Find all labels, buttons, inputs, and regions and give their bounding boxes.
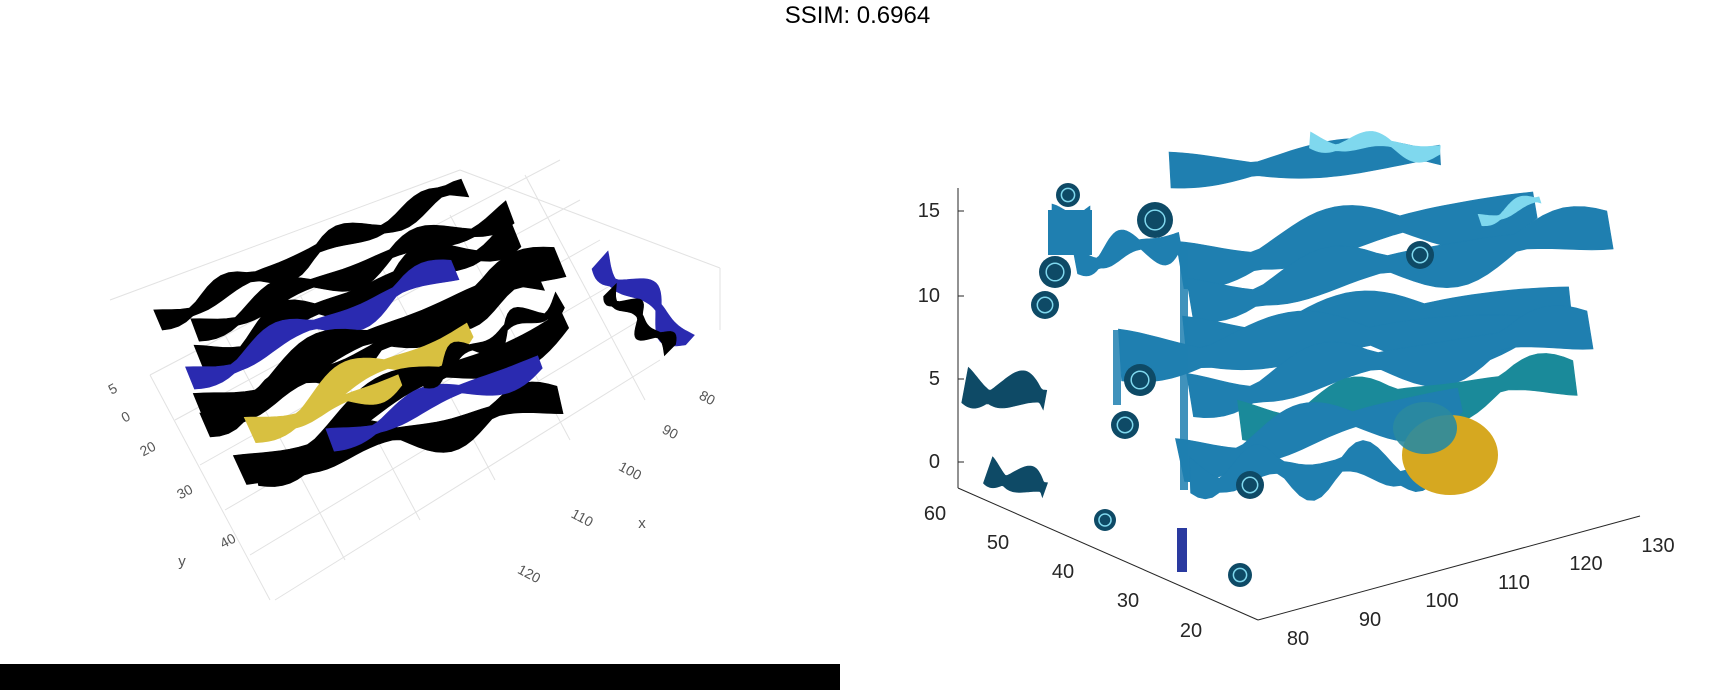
right-z-tick: 15 xyxy=(918,200,940,222)
left-x-tick: 100 xyxy=(616,458,644,483)
left-grid-line xyxy=(224,334,346,561)
right-z-tick: 5 xyxy=(929,368,940,390)
right-coil-ring xyxy=(1411,246,1429,264)
right-panel-sheet xyxy=(1113,330,1121,405)
right-coil-7 xyxy=(1094,509,1116,531)
right-y-tick: 20 xyxy=(1180,620,1202,642)
left-x-tick: 120 xyxy=(515,561,543,586)
right-panel-sheet xyxy=(1048,210,1092,255)
right-y-tick: 30 xyxy=(1117,590,1139,612)
left-ribbon-4 xyxy=(185,259,460,390)
left-ribbons xyxy=(153,178,695,487)
right-y-tick: 60 xyxy=(924,503,946,525)
right-x-tick: 90 xyxy=(1359,609,1381,631)
right-ribbon-12 xyxy=(961,366,1048,411)
right-ribbon-13 xyxy=(983,456,1049,499)
right-ribbon-1 xyxy=(1168,138,1441,189)
right-coil-1 xyxy=(1056,183,1080,207)
right-coil-10 xyxy=(1236,471,1264,499)
figure-title: SSIM: 0.6964 xyxy=(784,2,931,29)
left-ribbon-1 xyxy=(153,178,470,331)
left-ribbon-12 xyxy=(256,374,403,442)
left-x-tick: 80 xyxy=(697,387,718,409)
left-y-tick: 40 xyxy=(217,530,238,552)
left-ribbon-10 xyxy=(325,355,543,452)
right-y-axis xyxy=(957,487,1259,621)
left-ribbon-2 xyxy=(190,200,515,342)
right-y-tick: 50 xyxy=(987,532,1009,554)
right-coil-9 xyxy=(1406,241,1434,269)
right-x-tick: 120 xyxy=(1569,553,1602,575)
left-grid-line xyxy=(149,374,271,601)
left-x-tick: 90 xyxy=(660,421,681,443)
right-x-tick: 80 xyxy=(1287,628,1309,650)
right-coil-3 xyxy=(1039,256,1071,288)
right-x-axis xyxy=(1257,515,1641,621)
right-coil-ring xyxy=(1130,370,1150,390)
right-thin-sheet xyxy=(1177,528,1187,572)
left-ribbon-6 xyxy=(199,269,545,438)
right-coil-ring xyxy=(1098,513,1112,527)
left-y-tick: 30 xyxy=(174,481,195,503)
right-coil-2 xyxy=(1137,202,1173,238)
left-ribbon-9 xyxy=(251,381,564,487)
left-grid-line xyxy=(524,174,646,401)
left-grid-line xyxy=(109,169,461,301)
right-x-tick: 110 xyxy=(1498,572,1530,594)
left-ribbon-14 xyxy=(603,282,677,357)
right-coil-ring xyxy=(1045,262,1065,282)
left-ribbon-13 xyxy=(591,250,695,347)
right-ribbon-14 xyxy=(1309,131,1441,163)
right-coil-8 xyxy=(1228,563,1252,587)
left-y-tick: 20 xyxy=(137,438,158,460)
right-z-tick: 10 xyxy=(918,285,940,307)
right-blob-overlay xyxy=(1393,402,1457,454)
left-grid-line xyxy=(459,169,721,269)
right-ribbon-3 xyxy=(1186,206,1614,323)
right-x-tick: 130 xyxy=(1641,535,1674,557)
left-y-label: y xyxy=(178,553,186,570)
right-coil-5 xyxy=(1124,364,1156,396)
right-ribbon-10 xyxy=(1071,229,1182,277)
left-z-tick: 0 xyxy=(118,408,133,426)
right-coil-ring xyxy=(1241,476,1259,494)
bottom-black-bar xyxy=(0,664,840,690)
right-z-tick: 0 xyxy=(929,451,940,473)
right-axes-lines xyxy=(957,188,1641,621)
right-coil-ring xyxy=(1116,416,1134,434)
right-ribbons xyxy=(961,131,1614,587)
right-coil-ring xyxy=(1060,187,1076,203)
right-ribbon-6 xyxy=(1186,304,1594,419)
right-ribbon-15 xyxy=(1477,195,1542,227)
right-coil-4 xyxy=(1031,291,1059,319)
right-y-tick: 40 xyxy=(1052,561,1074,583)
right-coil-6 xyxy=(1111,411,1139,439)
right-coil-ring xyxy=(1036,296,1054,314)
right-coil-ring xyxy=(1144,209,1166,231)
left-grid-line xyxy=(274,359,661,601)
left-ribbon-11 xyxy=(414,291,565,389)
left-z-tick: 5 xyxy=(105,380,120,398)
right-coil-ring xyxy=(1232,567,1248,583)
right-panel-sheet xyxy=(1180,250,1188,490)
left-x-tick: 110 xyxy=(569,505,596,530)
left-x-label: x xyxy=(638,515,646,532)
right-x-tick: 100 xyxy=(1425,590,1458,612)
